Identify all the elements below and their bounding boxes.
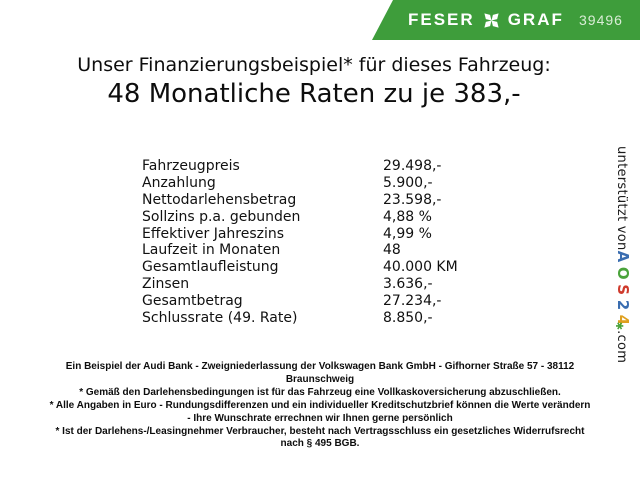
- feser-graf-clover-icon: [483, 12, 500, 29]
- row-value: 4,99 %: [383, 225, 432, 242]
- vehicle-number: 39496: [579, 12, 623, 28]
- footer-line: Ein Beispiel der Audi Bank - Zweignieder…: [65, 361, 575, 372]
- footer-line: - Ihre Wunschrate errechnen wir Ihnen ge…: [187, 412, 453, 424]
- table-row: Effektiver Jahreszins 4,99 %: [142, 226, 502, 243]
- footer-line: Braunschweig: [285, 373, 355, 385]
- table-row: Laufzeit in Monaten 48: [142, 242, 502, 259]
- row-label: Laufzeit in Monaten: [142, 242, 281, 259]
- aos24-logo: A O S 2 4: [614, 251, 632, 326]
- title-line1: Unser Finanzierungsbeispiel* für dieses …: [77, 54, 551, 76]
- brand-word-feser: FESER: [408, 10, 475, 29]
- row-label: Zinsen: [142, 276, 190, 293]
- row-label: Gesamtbetrag: [142, 293, 243, 310]
- footer-line: * Ist der Darlehens-/Leasingnehmer Verbr…: [55, 425, 585, 437]
- row-label: Nettodarlehensbetrag: [142, 191, 297, 208]
- row-label: Anzahlung: [142, 174, 216, 191]
- support-strip: unterstützt von A O S 2 4 ✱ .com: [613, 146, 632, 364]
- aos24-logo-letter: A: [614, 250, 632, 263]
- row-value: 5.900,-: [383, 174, 433, 191]
- title-line2: 48 Monatliche Raten zu je 383,-: [107, 79, 521, 109]
- row-value: 4,88 %: [383, 208, 432, 225]
- row-label: Effektiver Jahreszins: [142, 225, 285, 242]
- finance-table: Fahrzeugpreis 29.498,- Anzahlung 5.900,-…: [142, 158, 502, 327]
- support-strip-suffix: .com: [614, 330, 629, 364]
- brand-word-graf: GRAF: [507, 10, 564, 29]
- row-label: Sollzins p.a. gebunden: [142, 208, 301, 225]
- row-value: 27.234,-: [383, 293, 442, 310]
- table-row: Fahrzeugpreis 29.498,-: [142, 158, 502, 175]
- row-value: 29.498,-: [383, 158, 442, 174]
- feser-graf-logo: FESER GRAF: [408, 0, 564, 40]
- footer-disclaimer: Ein Beispiel der Audi Bank - Zweignieder…: [0, 361, 640, 451]
- footer-line: nach § 495 BGB.: [280, 438, 360, 450]
- row-value: 8.850,-: [383, 310, 433, 327]
- aos24-logo-letter: O: [614, 266, 632, 281]
- table-row: Schlussrate (49. Rate) 8.850,-: [142, 310, 502, 327]
- aos24-logo-letter: S: [614, 284, 632, 296]
- support-strip-prefix: unterstützt von: [614, 146, 629, 251]
- table-row: Sollzins p.a. gebunden 4,88 %: [142, 209, 502, 226]
- row-value: 23.598,-: [383, 191, 442, 208]
- footer-line: * Alle Angaben in Euro - Rundungsdiffere…: [49, 399, 591, 411]
- header-bar: [372, 0, 640, 40]
- aos24-star-icon: ✱: [613, 321, 624, 331]
- aos24-logo-letter: 2: [614, 299, 632, 311]
- table-row: Nettodarlehensbetrag 23.598,-: [142, 192, 502, 209]
- row-value: 48: [383, 242, 401, 259]
- row-value: 40.000 KM: [383, 259, 458, 276]
- row-label: Fahrzeugpreis: [142, 158, 240, 174]
- row-value: 3.636,-: [383, 276, 433, 293]
- footer-line: * Gemäß den Darlehensbedingungen ist für…: [79, 386, 561, 398]
- row-label: Gesamtlaufleistung: [142, 259, 279, 276]
- title-block: Unser Finanzierungsbeispiel* für dieses …: [0, 53, 628, 110]
- table-row: Anzahlung 5.900,-: [142, 175, 502, 192]
- row-label: Schlussrate (49. Rate): [142, 310, 298, 327]
- table-row: Gesamtlaufleistung 40.000 KM: [142, 259, 502, 276]
- table-row: Gesamtbetrag 27.234,-: [142, 293, 502, 310]
- table-row: Zinsen 3.636,-: [142, 276, 502, 293]
